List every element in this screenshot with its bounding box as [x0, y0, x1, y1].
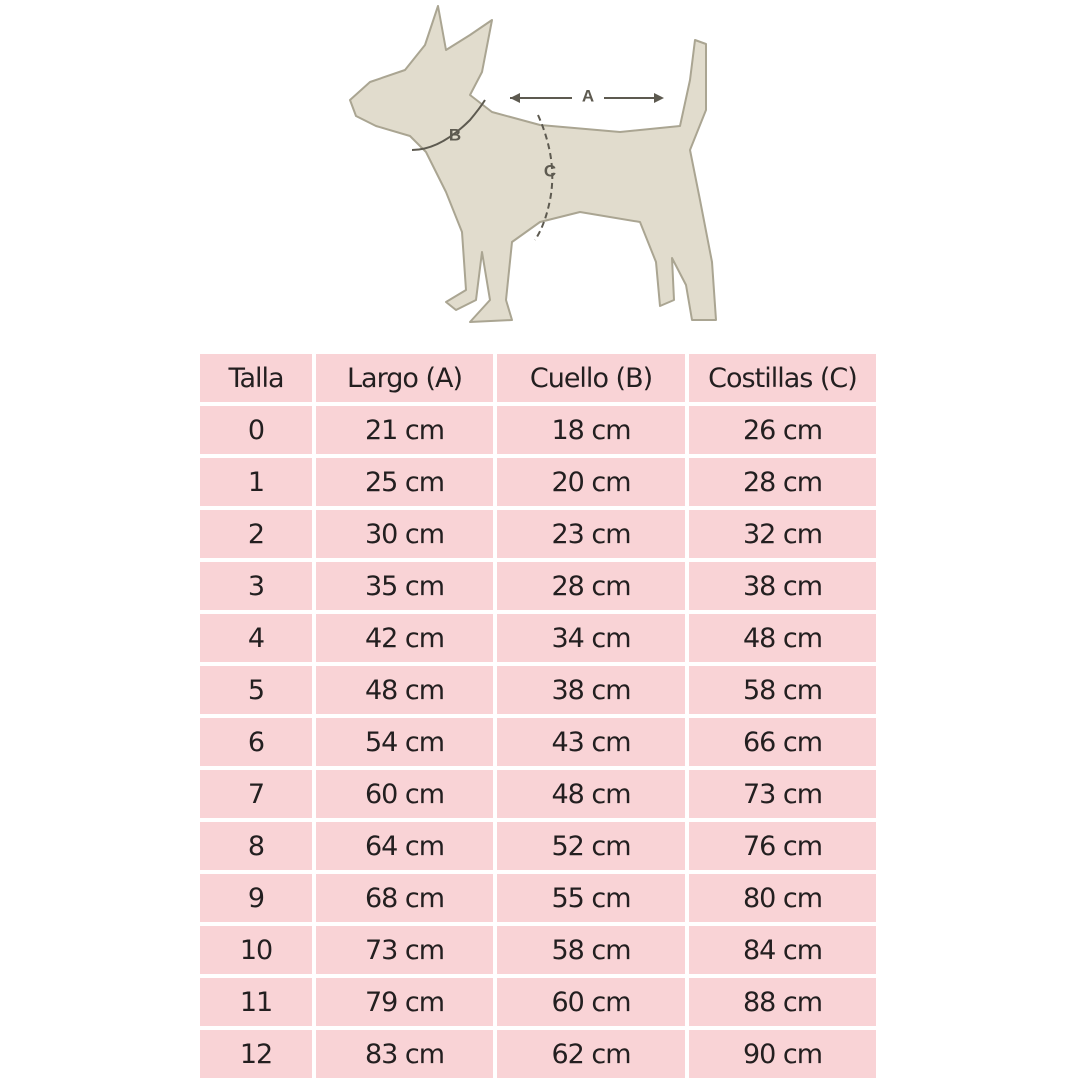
- table-cell: 58 cm: [497, 926, 685, 974]
- table-cell: 30 cm: [316, 510, 493, 558]
- table-cell: 7: [200, 770, 312, 818]
- size-table: Talla Largo (A) Cuello (B) Costillas (C) 0 21…: [200, 354, 876, 1078]
- table-cell: 21 cm: [316, 406, 493, 454]
- table-cell: 48 cm: [497, 770, 685, 818]
- table-cell: 68 cm: [316, 874, 493, 922]
- table-cell: 8: [200, 822, 312, 870]
- table-cell: 64 cm: [316, 822, 493, 870]
- table-cell: 28 cm: [689, 458, 876, 506]
- table-cell: 34 cm: [497, 614, 685, 662]
- table-cell: 83 cm: [316, 1030, 493, 1078]
- table-cell: 84 cm: [689, 926, 876, 974]
- table-cell: 76 cm: [689, 822, 876, 870]
- table-cell: 28 cm: [497, 562, 685, 610]
- dog-diagram: A B C: [349, 5, 717, 323]
- table-cell: 23 cm: [497, 510, 685, 558]
- table-cell: 25 cm: [316, 458, 493, 506]
- dog-silhouette: [349, 5, 717, 323]
- table-cell: 73 cm: [689, 770, 876, 818]
- header-cell: Largo (A): [316, 354, 493, 402]
- table-cell: 73 cm: [316, 926, 493, 974]
- table-cell: 60 cm: [497, 978, 685, 1026]
- table-cell: 1: [200, 458, 312, 506]
- table-cell: 5: [200, 666, 312, 714]
- table-cell: 20 cm: [497, 458, 685, 506]
- table-cell: 80 cm: [689, 874, 876, 922]
- table-cell: 35 cm: [316, 562, 493, 610]
- neck-measure: [411, 99, 486, 151]
- table-cell: 38 cm: [497, 666, 685, 714]
- table-cell: 10: [200, 926, 312, 974]
- table-cell: 43 cm: [497, 718, 685, 766]
- table-cell: 26 cm: [689, 406, 876, 454]
- table-cell: 0: [200, 406, 312, 454]
- table-cell: 32 cm: [689, 510, 876, 558]
- table-cell: 48 cm: [689, 614, 876, 662]
- table-cell: 11: [200, 978, 312, 1026]
- table-cell: 12: [200, 1030, 312, 1078]
- table-cell: 60 cm: [316, 770, 493, 818]
- label-c: C: [544, 161, 556, 180]
- header-cell: Cuello (B): [497, 354, 685, 402]
- label-a: A: [582, 86, 594, 105]
- table-cell: 48 cm: [316, 666, 493, 714]
- chest-measure: [534, 114, 554, 241]
- table-cell: 55 cm: [497, 874, 685, 922]
- table-cell: 6: [200, 718, 312, 766]
- label-b: B: [449, 125, 461, 144]
- table-cell: 2: [200, 510, 312, 558]
- header-cell: Costillas (C): [689, 354, 876, 402]
- header-cell: Talla: [200, 354, 312, 402]
- table-cell: 66 cm: [689, 718, 876, 766]
- table-cell: 88 cm: [689, 978, 876, 1026]
- table-cell: 42 cm: [316, 614, 493, 662]
- table-cell: 54 cm: [316, 718, 493, 766]
- table-cell: 3: [200, 562, 312, 610]
- table-cell: 9: [200, 874, 312, 922]
- table-cell: 79 cm: [316, 978, 493, 1026]
- table-cell: 52 cm: [497, 822, 685, 870]
- table-cell: 4: [200, 614, 312, 662]
- table-cell: 90 cm: [689, 1030, 876, 1078]
- table-cell: 38 cm: [689, 562, 876, 610]
- table-cell: 18 cm: [497, 406, 685, 454]
- table-cell: 62 cm: [497, 1030, 685, 1078]
- table-cell: 58 cm: [689, 666, 876, 714]
